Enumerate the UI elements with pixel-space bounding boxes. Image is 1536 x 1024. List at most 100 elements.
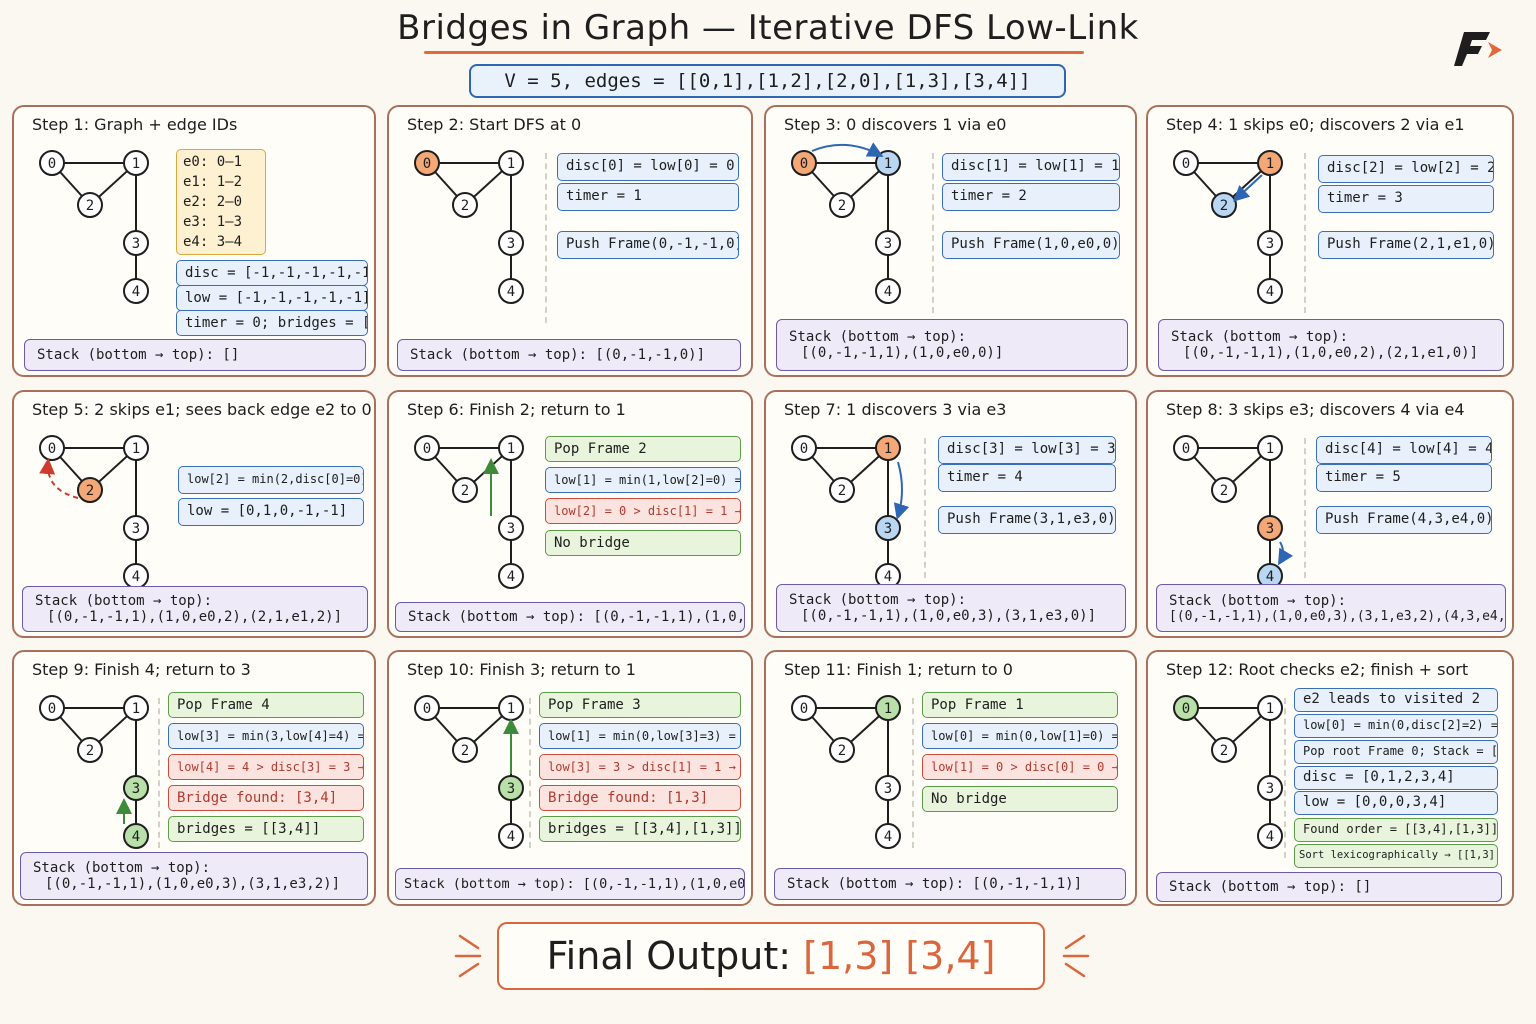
step-title: Step 10: Finish 3; return to 1 <box>407 660 636 679</box>
final-output-label: Final Output: <box>546 934 792 978</box>
divider <box>529 698 531 848</box>
svg-text:3: 3 <box>884 781 892 797</box>
svg-text:2: 2 <box>461 198 469 214</box>
dfs-stack: Stack (bottom → top): [(0,-1,-1,1)] <box>774 868 1126 900</box>
state-box: low = [0,1,0,-1,-1] <box>178 498 364 526</box>
state-box: bridges = [[3,4],[1,3]] <box>539 816 741 842</box>
state-box: low[0] = min(0,low[1]=0) = 0 <box>922 723 1118 749</box>
dfs-stack: Stack (bottom → top): [(0,-1,-1,1),(1,0,… <box>395 868 745 900</box>
svg-text:1: 1 <box>132 156 140 172</box>
state-box: low[1] = 0 > disc[0] = 0 → false <box>922 754 1118 780</box>
state-box: low[2] = 0 > disc[1] = 1 → false <box>545 498 741 524</box>
stack-line: Stack (bottom → top): [(0,-1,-1,1),(1,0,… <box>404 876 745 892</box>
page-title: Bridges in Graph — Iterative DFS Low-Lin… <box>397 8 1139 48</box>
graph-node: 2 <box>1211 737 1237 763</box>
svg-text:4: 4 <box>507 829 515 845</box>
state-box: disc[3] = low[3] = 3 <box>938 436 1116 464</box>
svg-text:0: 0 <box>1182 441 1190 457</box>
graph-node: 3 <box>875 230 901 256</box>
state-box: disc[2] = low[2] = 2 <box>1318 155 1494 183</box>
svg-text:3: 3 <box>132 236 140 252</box>
stack-line: Stack (bottom → top): <box>35 593 213 609</box>
divider <box>1304 153 1306 313</box>
final-output: Final Output: [1,3] [3,4] <box>497 922 1045 990</box>
state-box: low = [0,0,0,3,4] <box>1294 791 1498 815</box>
stack-line: Stack (bottom → top): <box>1171 329 1349 345</box>
edge-id-label: e0: 0–1 <box>183 154 243 170</box>
svg-text:3: 3 <box>1266 781 1274 797</box>
svg-text:1: 1 <box>507 156 515 172</box>
step-panel-10: Step 10: Finish 3; return to 1 0 1 2 3 4 Pop… <box>387 650 753 906</box>
stack-line: [(0,-1,-1,1),(1,0,e0,3),(3,1,e3,2),(4,3,… <box>1169 608 1506 624</box>
graph-diagram: 0 1 2 3 4 <box>791 142 901 304</box>
graph-node: 4 <box>498 823 524 849</box>
svg-text:2: 2 <box>838 483 846 499</box>
state-box: Push Frame(1,0,e0,0) <box>942 231 1120 259</box>
svg-text:3: 3 <box>507 781 515 797</box>
state-box: disc = [-1,-1,-1,-1,-1] <box>176 260 368 286</box>
svg-text:3: 3 <box>884 236 892 252</box>
graph-node: 2 <box>1211 477 1237 503</box>
graph-node: 4 <box>498 278 524 304</box>
dfs-stack: Stack (bottom → top): [(0,-1,-1,1),(1,0,… <box>1158 319 1504 371</box>
graph-node: 4 <box>123 823 149 849</box>
svg-text:4: 4 <box>507 284 515 300</box>
svg-text:1: 1 <box>1266 156 1274 172</box>
state-box: No bridge <box>922 786 1118 812</box>
graph-node: 3 <box>123 230 149 256</box>
svg-text:3: 3 <box>507 521 515 537</box>
state-box: disc = [0,1,2,3,4] <box>1294 766 1498 790</box>
graph-node: 1 <box>123 695 149 721</box>
state-box: low[1] = min(0,low[3]=3) = 0 <box>539 723 741 749</box>
state-box: timer = 4 <box>938 464 1116 492</box>
svg-text:0: 0 <box>423 441 431 457</box>
graph-node: 4 <box>875 823 901 849</box>
state-box: timer = 3 <box>1318 185 1494 213</box>
step-title: Step 6: Finish 2; return to 1 <box>407 400 626 419</box>
graph-node: 4 <box>875 278 901 304</box>
edge-id-label: e1: 1–2 <box>183 174 243 190</box>
edge-id-label: e3: 1–3 <box>183 214 243 230</box>
graph-node: 0 <box>791 695 817 721</box>
step-panel-7: Step 7: 1 discovers 3 via e3 0 1 2 3 4 disc[… <box>764 390 1137 638</box>
state-box: e2 leads to visited 2 <box>1294 688 1498 712</box>
traversal-arrow <box>811 142 884 157</box>
dfs-stack: Stack (bottom → top): [] <box>1156 872 1502 902</box>
graph-diagram: 0 1 2 3 4 <box>414 435 524 589</box>
stack-line: Stack (bottom → top): [(0,-1,-1,1),(1,0,… <box>408 609 745 625</box>
graph-node: 3 <box>875 775 901 801</box>
stack-line: Stack (bottom → top): <box>33 860 211 876</box>
dfs-stack: Stack (bottom → top): [(0,-1,-1,1),(1,0,… <box>22 586 368 632</box>
svg-text:0: 0 <box>48 701 56 717</box>
svg-text:2: 2 <box>1220 483 1228 499</box>
edge-id-legend: e0: 0–1 e1: 1–2 e2: 2–0 e3: 1–3 e4: 3–4 <box>176 149 266 255</box>
stack-line: [(0,-1,-1,1),(1,0,e0,2),(2,1,e1,0)] <box>1183 345 1479 361</box>
step-title: Step 3: 0 discovers 1 via e0 <box>784 115 1007 134</box>
state-box: timer = 0; bridges = [] <box>176 310 368 336</box>
graph-diagram: 0 1 2 3 4 <box>39 435 149 589</box>
graph-node: 2 <box>829 477 855 503</box>
svg-text:0: 0 <box>1182 701 1190 717</box>
svg-text:0: 0 <box>48 441 56 457</box>
graph-node: 1 <box>1257 435 1283 461</box>
svg-text:2: 2 <box>86 483 94 499</box>
state-box: Push Frame(4,3,e4,0) <box>1316 506 1492 534</box>
graph-node: 1 <box>123 150 149 176</box>
stack-line: [(0,-1,-1,1),(1,0,e0,3),(3,1,e3,0)] <box>801 608 1097 624</box>
dfs-stack: Stack (bottom → top): [(0,-1,-1,1),(1,0,… <box>395 602 745 632</box>
state-box: Push Frame(2,1,e1,0) <box>1318 231 1494 259</box>
step-title: Step 5: 2 skips e1; sees back edge e2 to… <box>32 400 372 419</box>
divider <box>1284 698 1286 858</box>
graph-node: 2 <box>829 737 855 763</box>
state-box: disc[1] = low[1] = 1 <box>942 153 1120 181</box>
traversal-arrow <box>1233 174 1263 202</box>
svg-text:3: 3 <box>884 521 892 537</box>
traversal-arrow <box>1277 541 1294 566</box>
state-box: No bridge <box>545 530 741 556</box>
graph-diagram: 0 1 2 3 4 <box>1173 695 1283 849</box>
svg-text:4: 4 <box>884 284 892 300</box>
state-box: Push Frame(0,-1,-1,0) <box>557 231 739 259</box>
stack-line: Stack (bottom → top): <box>1169 592 1347 609</box>
stack-line: [(0,-1,-1,1),(1,0,e0,2),(2,1,e1,2)] <box>47 609 343 625</box>
state-box: disc[4] = low[4] = 4 <box>1316 436 1492 464</box>
